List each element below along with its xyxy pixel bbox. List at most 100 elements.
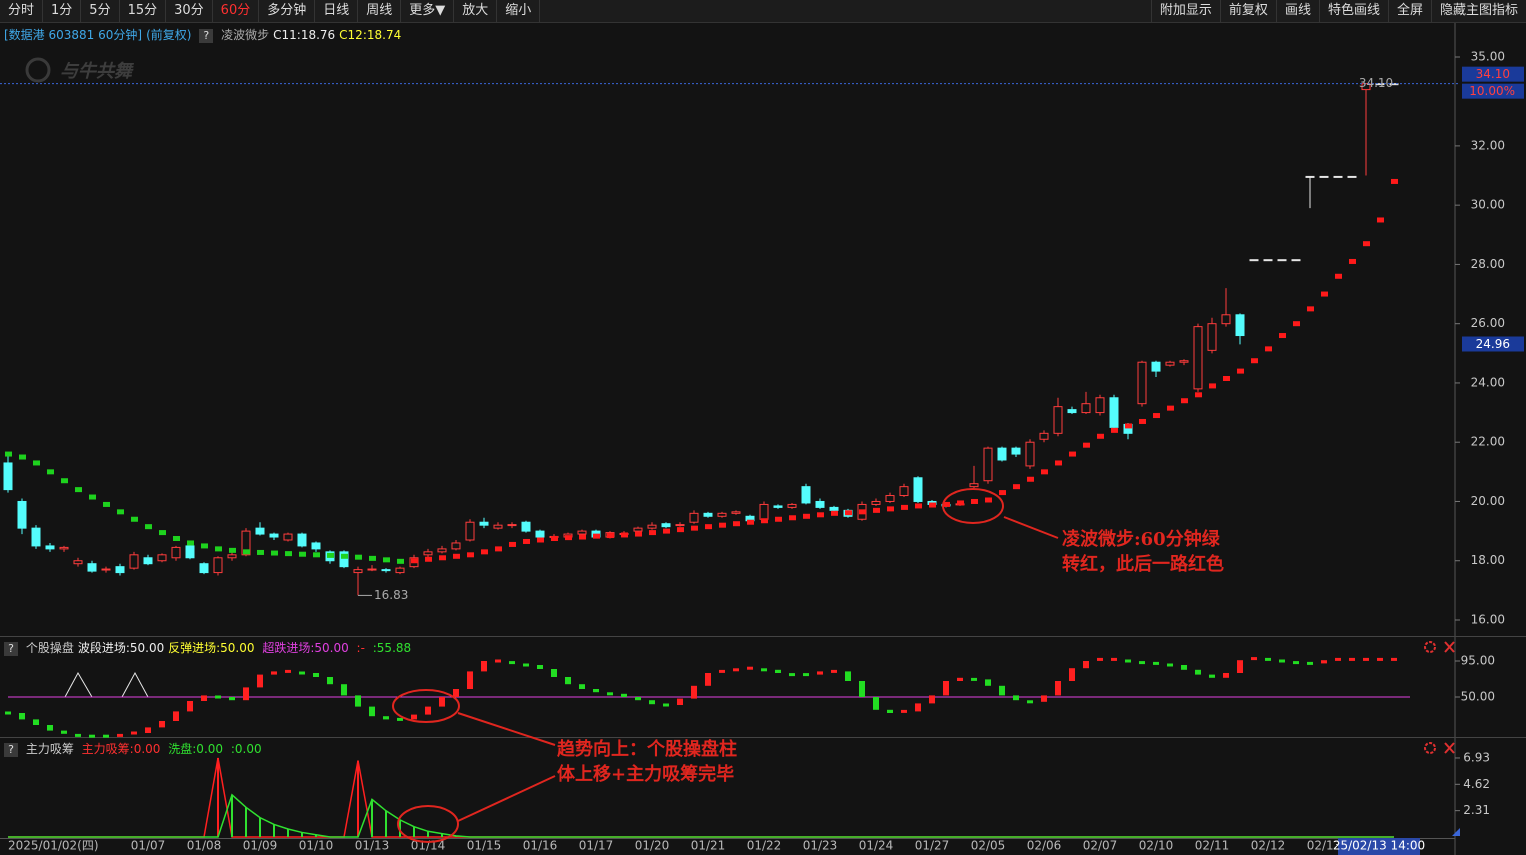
candle-body <box>1095 397 1105 414</box>
toolbar-button[interactable]: 日线 <box>315 0 359 22</box>
line-segment <box>509 541 516 547</box>
line-segment <box>845 510 852 516</box>
toolbar-button[interactable]: 隐藏主图指标 <box>1439 3 1518 18</box>
candle-body <box>1011 447 1021 455</box>
line-segment <box>789 515 796 521</box>
toolbar-button[interactable]: 放大 <box>454 0 498 22</box>
annotation-ellipse <box>397 805 459 843</box>
line-segment <box>1027 476 1034 482</box>
step-bar <box>1181 665 1187 670</box>
annotation-line <box>457 712 556 746</box>
help-button[interactable]: ? <box>4 743 18 757</box>
toolbar-button[interactable]: 全屏 <box>1389 0 1432 22</box>
candle-body <box>297 533 307 547</box>
line-segment <box>985 497 992 503</box>
toolbar-button[interactable]: 多分钟 <box>259 0 316 22</box>
toolbar-button[interactable]: 画线 <box>1277 0 1320 22</box>
line-segment <box>355 554 362 560</box>
step-bar <box>229 697 235 701</box>
toolbar-button[interactable]: 分时 <box>0 0 44 22</box>
help-button[interactable]: ? <box>4 642 18 656</box>
signal-triangle <box>121 671 149 698</box>
toolbar-button[interactable]: 30分 <box>166 0 213 22</box>
line-segment <box>733 521 740 527</box>
step-bar <box>943 681 949 696</box>
toolbar-button[interactable]: 缩小 <box>497 0 541 22</box>
settings-icon[interactable] <box>1424 742 1436 754</box>
candle-body <box>577 530 587 535</box>
step-bar <box>285 669 291 673</box>
close-icon[interactable] <box>1444 641 1455 653</box>
toolbar-button[interactable]: 1分 <box>43 0 82 22</box>
toolbar-button[interactable]: 更多▼ <box>401 0 455 22</box>
line-segment <box>425 556 432 562</box>
candle-body <box>129 554 139 569</box>
candle-body <box>199 563 209 574</box>
toolbar-button[interactable]: 15分 <box>120 0 167 22</box>
step-bar <box>495 659 501 663</box>
step-bar <box>593 689 599 693</box>
line-segment <box>1055 460 1062 466</box>
step-bar <box>957 677 963 681</box>
step-bar <box>131 731 137 735</box>
step-bar <box>341 684 347 696</box>
x-tick-label: 02/11 <box>1195 839 1230 853</box>
toolbar-button[interactable]: 附加显示 <box>1152 0 1221 22</box>
line-segment <box>677 527 684 533</box>
x-tick-label: 01/09 <box>243 839 278 853</box>
line-segment <box>663 528 670 534</box>
line-segment <box>467 552 474 558</box>
x-tick-label: 02/07 <box>1083 839 1118 853</box>
cursor-box <box>1338 838 1420 855</box>
line-segment <box>747 519 754 525</box>
step-bar <box>999 685 1005 696</box>
step-bar <box>635 697 641 701</box>
annotation-text: 体上移+主力吸筹完毕 <box>557 763 734 785</box>
step-bar <box>453 689 459 697</box>
line-segment <box>19 454 26 460</box>
line-segment <box>565 535 572 541</box>
x-tick-label: 01/27 <box>915 839 950 853</box>
line-segment <box>411 558 418 564</box>
x-tick-label: 01/21 <box>691 839 726 853</box>
candle-body <box>787 503 797 508</box>
y-tick-label: 30.00 <box>1471 198 1505 212</box>
toolbar-button[interactable]: 5分 <box>81 0 120 22</box>
line-segment <box>1195 392 1202 398</box>
x-tick-label: 01/16 <box>523 839 558 853</box>
candle-body <box>829 506 839 511</box>
candle-body <box>521 521 531 532</box>
line-segment <box>341 553 348 559</box>
step-bar <box>89 734 95 738</box>
toolbar-button[interactable]: 前复权 <box>1221 0 1277 22</box>
close-icon[interactable] <box>1444 742 1455 754</box>
line-segment <box>1111 427 1118 433</box>
y-tick-label: 18.00 <box>1471 553 1505 567</box>
cursor-label: 25/02/13 14:00 <box>1333 839 1425 853</box>
step-bar <box>145 727 151 733</box>
adjust: (前复权) <box>146 28 192 42</box>
toolbar-button[interactable]: 特色画线 <box>1320 0 1389 22</box>
step-bar <box>1055 681 1061 696</box>
indicator-name: 凌波微步 <box>221 28 270 42</box>
step-bar <box>257 674 263 688</box>
line-segment <box>215 546 222 552</box>
candle-body <box>101 568 111 571</box>
x-tick-label: 2025/01/02(四) <box>8 839 99 853</box>
candle-body <box>283 533 293 541</box>
candle-body <box>1207 323 1217 351</box>
toolbar-button[interactable]: 周线 <box>358 0 402 22</box>
help-button[interactable]: ? <box>199 29 214 43</box>
line-segment <box>1069 451 1076 457</box>
annotation-ellipse <box>942 488 1004 524</box>
step-bar <box>369 706 375 717</box>
toolbar-button[interactable]: 60分 <box>213 0 260 22</box>
settings-icon[interactable] <box>1424 641 1436 653</box>
annotation-text: 凌波微步:60分钟绿 <box>1062 528 1221 550</box>
candle-body <box>871 500 881 505</box>
step-bar <box>607 692 613 696</box>
line-segment <box>1041 469 1048 475</box>
step-bar <box>1125 659 1131 663</box>
indicator-value: 波段进场:50.00 <box>77 641 165 655</box>
